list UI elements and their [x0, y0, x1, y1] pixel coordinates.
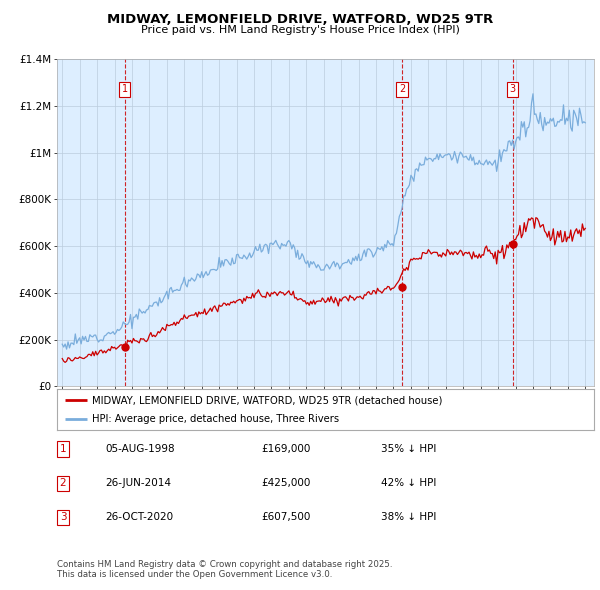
Text: 2: 2 [399, 84, 405, 94]
Text: £607,500: £607,500 [261, 513, 310, 522]
Text: £169,000: £169,000 [261, 444, 310, 454]
Text: Price paid vs. HM Land Registry's House Price Index (HPI): Price paid vs. HM Land Registry's House … [140, 25, 460, 35]
Text: 38% ↓ HPI: 38% ↓ HPI [381, 513, 436, 522]
Text: 26-JUN-2014: 26-JUN-2014 [105, 478, 171, 488]
Text: 26-OCT-2020: 26-OCT-2020 [105, 513, 173, 522]
Text: £425,000: £425,000 [261, 478, 310, 488]
Text: MIDWAY, LEMONFIELD DRIVE, WATFORD, WD25 9TR: MIDWAY, LEMONFIELD DRIVE, WATFORD, WD25 … [107, 13, 493, 26]
Text: 2: 2 [59, 478, 67, 488]
Text: Contains HM Land Registry data © Crown copyright and database right 2025.
This d: Contains HM Land Registry data © Crown c… [57, 560, 392, 579]
Text: 1: 1 [122, 84, 128, 94]
Text: 3: 3 [59, 513, 67, 522]
Text: 42% ↓ HPI: 42% ↓ HPI [381, 478, 436, 488]
Text: 1: 1 [59, 444, 67, 454]
Text: 05-AUG-1998: 05-AUG-1998 [105, 444, 175, 454]
Text: 35% ↓ HPI: 35% ↓ HPI [381, 444, 436, 454]
Text: 3: 3 [509, 84, 515, 94]
Text: HPI: Average price, detached house, Three Rivers: HPI: Average price, detached house, Thre… [92, 414, 339, 424]
Text: MIDWAY, LEMONFIELD DRIVE, WATFORD, WD25 9TR (detached house): MIDWAY, LEMONFIELD DRIVE, WATFORD, WD25 … [92, 395, 442, 405]
